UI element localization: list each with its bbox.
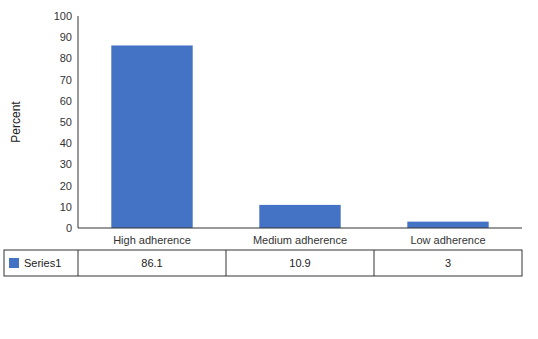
legend-swatch (9, 258, 19, 268)
y-tick-label: 100 (54, 10, 72, 22)
y-axis-label: Percent (9, 101, 23, 143)
y-tick-label: 10 (60, 201, 72, 213)
y-axis-line (78, 16, 79, 228)
y-tick-label: 60 (60, 95, 72, 107)
table-divider (78, 250, 79, 276)
data-label: 10.9 (289, 257, 310, 269)
table-divider (226, 250, 227, 276)
y-tick-label: 80 (60, 52, 72, 64)
data-label: 3 (445, 257, 451, 269)
y-tick-label: 20 (60, 180, 72, 192)
y-tick-label: 90 (60, 31, 72, 43)
x-tick-label: High adherence (113, 234, 191, 246)
bar (259, 205, 340, 228)
table-border (4, 250, 522, 276)
y-tick-label: 40 (60, 137, 72, 149)
table-divider (374, 250, 375, 276)
chart: 0 10 20 30 40 50 60 70 80 90 100 Percent High adhere… (0, 0, 538, 339)
x-tick-label: Low adherence (410, 234, 485, 246)
data-label: 86.1 (141, 257, 162, 269)
y-tick-label: 70 (60, 74, 72, 86)
x-tick-label: Medium adherence (253, 234, 347, 246)
data-table: Series1 86.1 10.9 3 (4, 250, 522, 276)
y-tick-label: 50 (60, 116, 72, 128)
legend-label: Series1 (24, 257, 61, 269)
y-tick-label: 30 (60, 158, 72, 170)
bar (111, 45, 192, 228)
bar (407, 222, 488, 228)
x-axis-line (78, 228, 522, 229)
y-tick-label: 0 (66, 222, 72, 234)
